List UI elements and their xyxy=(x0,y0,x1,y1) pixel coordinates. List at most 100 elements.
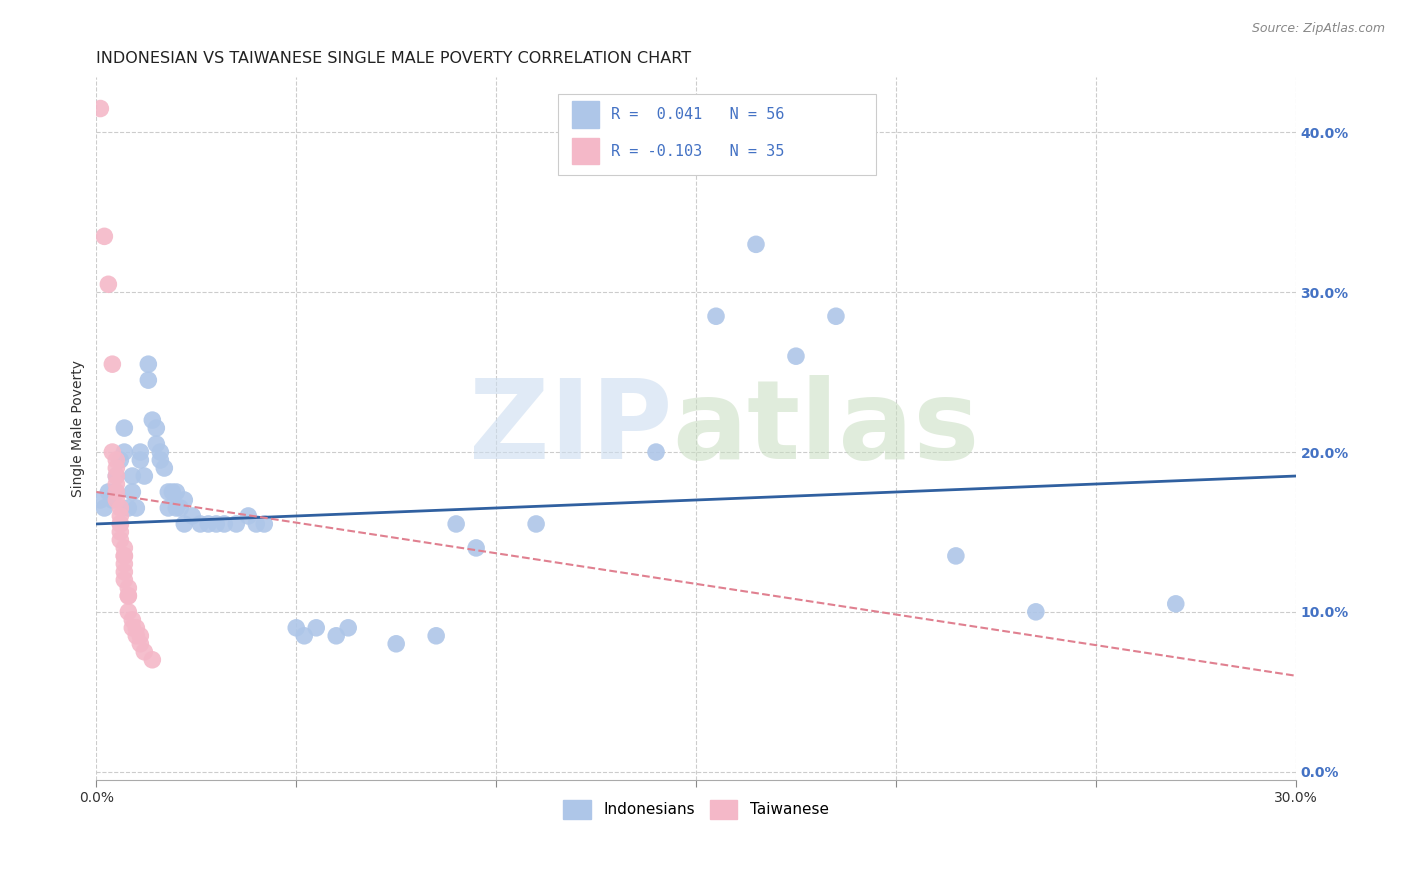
Point xyxy=(101,493,124,508)
Point xyxy=(105,477,128,491)
Point xyxy=(145,421,167,435)
Point xyxy=(157,485,180,500)
Point xyxy=(465,541,488,555)
Point xyxy=(110,453,132,467)
Y-axis label: Single Male Poverty: Single Male Poverty xyxy=(72,359,86,497)
Point xyxy=(325,629,347,643)
Point xyxy=(121,621,143,635)
Point xyxy=(129,453,152,467)
Point xyxy=(169,500,191,515)
Point xyxy=(181,508,204,523)
Point xyxy=(149,453,172,467)
Point xyxy=(129,637,152,651)
Point xyxy=(105,461,128,475)
Point xyxy=(1025,605,1047,619)
Point xyxy=(89,102,111,116)
Point xyxy=(112,445,135,459)
Text: R = -0.103   N = 35: R = -0.103 N = 35 xyxy=(610,144,785,159)
Point xyxy=(101,357,124,371)
Point xyxy=(157,500,180,515)
Point xyxy=(117,500,139,515)
Point xyxy=(112,549,135,563)
Point xyxy=(125,621,148,635)
Point xyxy=(110,500,132,515)
Point xyxy=(112,565,135,579)
Point xyxy=(129,445,152,459)
Point xyxy=(173,493,195,508)
Point xyxy=(292,629,315,643)
Point xyxy=(134,469,156,483)
Point xyxy=(112,573,135,587)
Point xyxy=(134,645,156,659)
Point xyxy=(225,516,247,531)
Point xyxy=(105,469,128,483)
Point xyxy=(117,581,139,595)
Text: ZIP: ZIP xyxy=(468,375,672,482)
Point xyxy=(145,437,167,451)
Legend: Indonesians, Taiwanese: Indonesians, Taiwanese xyxy=(557,794,835,825)
Point xyxy=(337,621,360,635)
Point xyxy=(97,277,120,292)
Point xyxy=(110,524,132,539)
Point xyxy=(188,516,211,531)
Point xyxy=(93,229,115,244)
Point xyxy=(444,516,467,531)
Point xyxy=(285,621,308,635)
Point xyxy=(110,508,132,523)
Point xyxy=(785,349,807,363)
Point xyxy=(214,516,236,531)
Point xyxy=(105,485,128,500)
Point xyxy=(117,589,139,603)
Point xyxy=(97,485,120,500)
Point xyxy=(121,485,143,500)
Point xyxy=(112,421,135,435)
Point xyxy=(165,500,187,515)
Point xyxy=(110,516,132,531)
Point xyxy=(253,516,276,531)
Point xyxy=(524,516,547,531)
Point xyxy=(945,549,967,563)
Point xyxy=(105,469,128,483)
Point xyxy=(105,485,128,500)
Point xyxy=(125,629,148,643)
Text: Source: ZipAtlas.com: Source: ZipAtlas.com xyxy=(1251,22,1385,36)
Bar xyxy=(572,137,599,164)
Point xyxy=(125,500,148,515)
Point xyxy=(704,310,727,324)
Point xyxy=(93,500,115,515)
Point xyxy=(1164,597,1187,611)
Point xyxy=(121,613,143,627)
Point xyxy=(110,533,132,547)
Point xyxy=(425,629,447,643)
Point xyxy=(89,493,111,508)
Bar xyxy=(572,101,599,128)
Point xyxy=(129,629,152,643)
Point xyxy=(153,461,176,475)
Point xyxy=(141,413,163,427)
Point xyxy=(305,621,328,635)
Point xyxy=(245,516,267,531)
Point xyxy=(105,493,128,508)
Point xyxy=(112,549,135,563)
Point xyxy=(162,485,184,500)
Point xyxy=(165,485,187,500)
Point xyxy=(105,453,128,467)
Point xyxy=(112,557,135,571)
Point xyxy=(385,637,408,651)
Point xyxy=(197,516,219,531)
Point xyxy=(121,469,143,483)
Point xyxy=(110,516,132,531)
Point xyxy=(141,653,163,667)
Point xyxy=(238,508,260,523)
Point xyxy=(745,237,768,252)
Point xyxy=(825,310,848,324)
Point xyxy=(117,605,139,619)
Point xyxy=(645,445,668,459)
Point xyxy=(205,516,228,531)
Text: INDONESIAN VS TAIWANESE SINGLE MALE POVERTY CORRELATION CHART: INDONESIAN VS TAIWANESE SINGLE MALE POVE… xyxy=(97,51,692,66)
Point xyxy=(136,357,159,371)
Point xyxy=(149,445,172,459)
Point xyxy=(173,516,195,531)
Text: R =  0.041   N = 56: R = 0.041 N = 56 xyxy=(610,107,785,122)
Point xyxy=(136,373,159,387)
